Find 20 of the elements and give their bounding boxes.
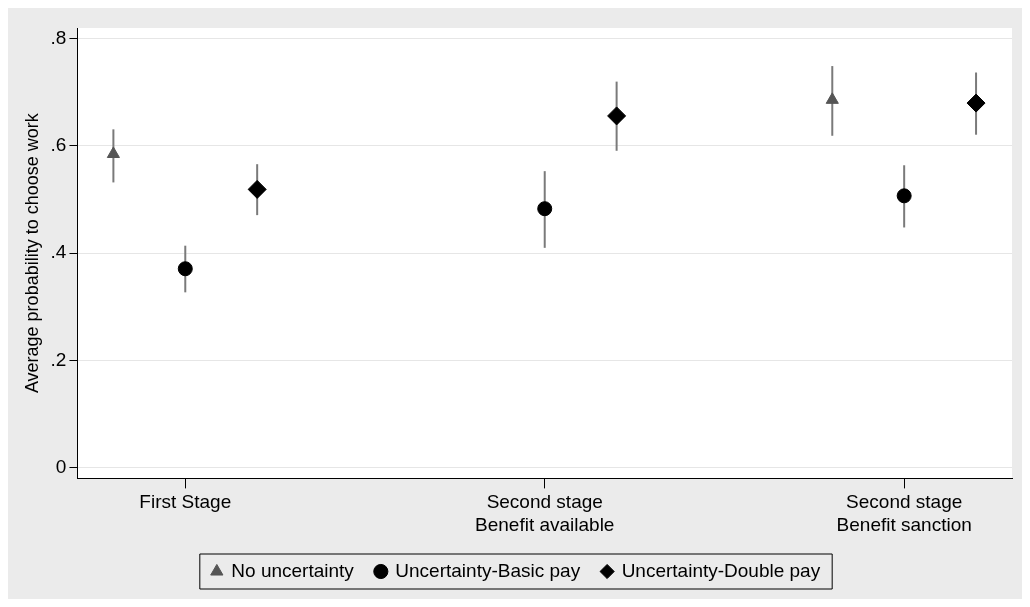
legend-label: Uncertainty-Basic pay [395, 559, 581, 581]
point [247, 179, 267, 199]
y-tick-label: .4 [50, 241, 67, 263]
point [966, 93, 986, 113]
y-tick-label: .8 [50, 26, 67, 48]
y-tick-label: .6 [50, 134, 67, 156]
x-tick-label: Second stage Benefit available [475, 491, 615, 535]
point [106, 146, 120, 159]
point [825, 92, 839, 104]
point [537, 201, 553, 217]
y-axis-title: Average probability to choose work [21, 112, 42, 394]
point [177, 261, 193, 277]
y-tick-label: 0 [55, 455, 67, 477]
x-tick-label: First Stage [139, 491, 232, 513]
legend-label: Uncertainty-Double pay [621, 559, 821, 581]
legend-label: No uncertainty [231, 559, 355, 581]
y-tick-label: .2 [50, 348, 67, 370]
x-tick-label: Second stage Benefit sanction [836, 491, 972, 535]
point [607, 106, 627, 126]
point [896, 188, 912, 204]
